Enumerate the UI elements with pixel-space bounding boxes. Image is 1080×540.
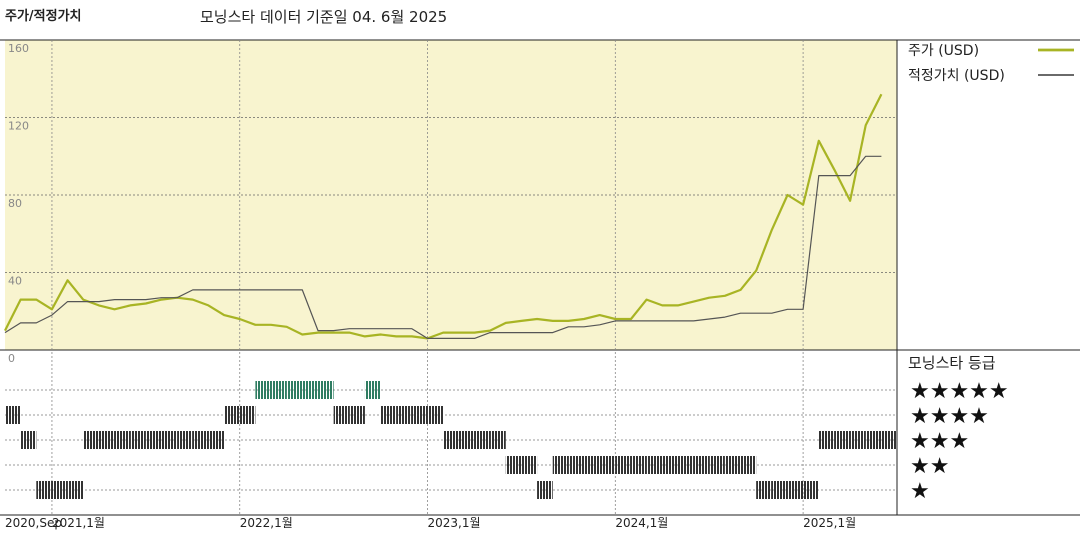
rating-bar xyxy=(771,481,788,499)
rating-bar xyxy=(161,431,178,449)
chart-title: 주가/적정가치 xyxy=(5,8,82,24)
rating-bar xyxy=(302,381,318,399)
rating-bar xyxy=(803,481,819,499)
rating-level-label: ★★★ xyxy=(910,429,969,454)
rating-bar xyxy=(881,431,897,449)
rating-bar xyxy=(568,456,585,474)
rating-bar xyxy=(740,456,757,474)
rating-bar xyxy=(474,431,491,449)
rating-bar xyxy=(239,406,256,424)
rating-bar xyxy=(865,431,882,449)
rating-bar xyxy=(255,381,272,399)
rating-bar xyxy=(834,431,851,449)
rating-bar xyxy=(364,381,381,399)
rating-level-label: ★★★★ xyxy=(910,404,989,429)
rating-bar xyxy=(709,456,725,474)
chart-subtitle: 모닝스타 데이터 기준일 04. 6월 2025 xyxy=(200,8,447,26)
rating-bar xyxy=(818,431,835,449)
x-tick-label: 2021,1월 xyxy=(52,516,105,530)
rating-bar xyxy=(646,456,663,474)
rating-bar xyxy=(5,406,21,424)
rating-level-label: ★ xyxy=(910,479,930,504)
rating-bar xyxy=(380,406,397,424)
rating-bar xyxy=(286,381,303,399)
series-line xyxy=(4,93,883,340)
rating-bar xyxy=(490,431,506,449)
y-tick-label: 40 xyxy=(8,275,22,288)
rating-bar xyxy=(615,456,631,474)
rating-bar xyxy=(317,381,334,399)
rating-bar xyxy=(505,456,522,474)
rating-bar xyxy=(83,431,99,449)
rating-bar xyxy=(537,481,553,499)
rating-bar xyxy=(521,456,538,474)
rating-bar xyxy=(411,406,428,424)
rating-bar xyxy=(67,481,84,499)
rating-bar xyxy=(349,406,365,424)
rating-level-label: ★★★★★ xyxy=(910,379,1009,404)
rating-bar xyxy=(443,431,459,449)
rating-bar xyxy=(396,406,412,424)
rating-bar xyxy=(724,456,741,474)
rating-bar xyxy=(693,456,710,474)
rating-bar xyxy=(677,456,694,474)
rating-bar xyxy=(584,456,600,474)
rating-bar xyxy=(130,431,146,449)
x-tick-label: 2024,1월 xyxy=(615,516,668,530)
rating-bar xyxy=(662,456,678,474)
y-tick-label: 160 xyxy=(8,42,29,55)
x-tick-label: 2023,1월 xyxy=(428,516,481,530)
rating-bar xyxy=(458,431,475,449)
x-tick-label: 2020,Sep xyxy=(5,516,62,530)
rating-bar xyxy=(20,431,37,449)
rating-bar xyxy=(630,456,647,474)
rating-bar xyxy=(51,481,68,499)
rating-level-label: ★★ xyxy=(910,454,949,479)
rating-bar xyxy=(427,406,444,424)
y-tick-label: 80 xyxy=(8,197,22,210)
rating-bar xyxy=(177,431,193,449)
rating-bar xyxy=(271,381,287,399)
y-tick-label: 0 xyxy=(8,352,15,365)
rating-bar xyxy=(333,406,350,424)
rating-bar xyxy=(208,431,225,449)
rating-bar xyxy=(552,456,569,474)
rating-bar xyxy=(36,481,52,499)
x-tick-label: 2022,1월 xyxy=(240,516,293,530)
rating-bar xyxy=(756,481,772,499)
rating-bar xyxy=(599,456,616,474)
rating-bar xyxy=(787,481,804,499)
rating-bar xyxy=(98,431,115,449)
rating-title: 모닝스타 등급 xyxy=(908,354,996,372)
rating-bar xyxy=(145,431,162,449)
rating-bar xyxy=(850,431,866,449)
rating-bar xyxy=(224,406,240,424)
x-tick-label: 2025,1월 xyxy=(803,516,856,530)
rating-bar xyxy=(192,431,209,449)
legend-label: 적정가치 (USD) xyxy=(908,68,1005,84)
y-tick-label: 120 xyxy=(8,120,29,133)
rating-bar xyxy=(114,431,131,449)
series-line xyxy=(4,155,882,339)
legend-label: 주가 (USD) xyxy=(908,43,979,59)
